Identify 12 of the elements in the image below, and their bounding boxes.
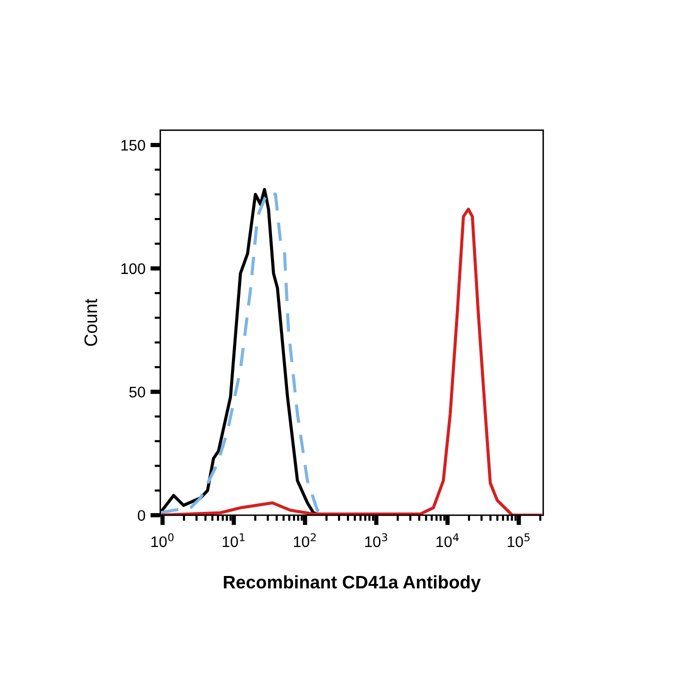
y-tick-label: 50 bbox=[129, 386, 146, 398]
y-tick-label: 150 bbox=[121, 140, 146, 151]
x-tick-label: 10$^{1}$ bbox=[222, 533, 245, 548]
x-tick-label: 10$^{5}$ bbox=[508, 533, 530, 548]
x-tick-label: 10$^{2}$ bbox=[294, 533, 316, 548]
y-tick-label: 0 bbox=[138, 510, 146, 521]
y-tick-label: 100 bbox=[121, 263, 146, 274]
x-axis-title: Recombinant CD41a Antibody bbox=[224, 575, 481, 592]
x-tick-label: 10$^{3}$ bbox=[365, 533, 388, 548]
x-tick-label: 10$^{4}$ bbox=[436, 533, 459, 548]
y-axis-title: Count bbox=[84, 298, 98, 346]
x-tick-label: 10$^{0}$ bbox=[151, 533, 174, 548]
